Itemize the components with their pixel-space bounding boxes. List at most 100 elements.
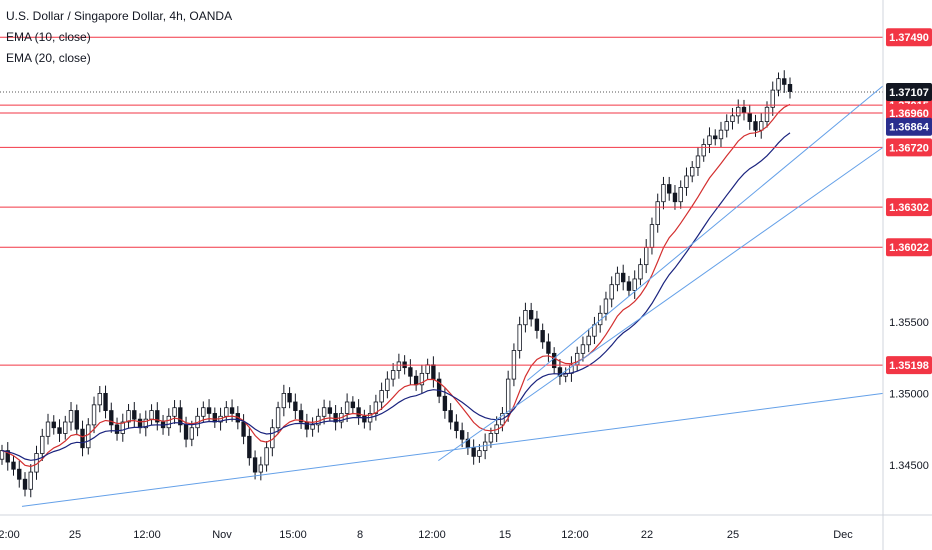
- trendline-0: [21, 392, 884, 507]
- candle-body: [551, 352, 557, 369]
- candle-body: [672, 192, 678, 203]
- level-tag-0: 1.37490: [889, 32, 929, 44]
- candle-body: [86, 424, 91, 449]
- x-tick-label: 15:00: [279, 529, 307, 541]
- level-tag-4: 1.36302: [889, 202, 929, 214]
- candle-body: [385, 378, 390, 391]
- last-price-tag-box: [886, 82, 932, 101]
- candle-body: [327, 407, 333, 414]
- candle-body: [362, 415, 367, 423]
- level-tag-2: 1.36960: [889, 108, 929, 120]
- candle-body: [528, 310, 534, 320]
- candle-body: [724, 121, 729, 131]
- candle-body: [109, 410, 114, 426]
- y-tick-label: 1.35000: [889, 388, 929, 400]
- legend-ema-20: EMA (20, close): [6, 51, 91, 65]
- x-tick-label: 12:00: [418, 529, 446, 541]
- candle-body: [586, 335, 591, 346]
- candle-body: [258, 464, 264, 473]
- candle-body: [103, 393, 108, 411]
- candle-body: [730, 115, 735, 122]
- candle-body: [281, 393, 287, 409]
- candle-body: [172, 407, 177, 417]
- trendline-1: [438, 146, 884, 462]
- x-tick-label: Nov: [212, 529, 232, 541]
- candle-body: [419, 372, 425, 386]
- x-tick-label: 12:00: [561, 529, 589, 541]
- candle-body: [753, 121, 758, 131]
- candle-body: [425, 364, 430, 374]
- candle-body: [11, 461, 16, 470]
- candle-body: [80, 428, 85, 449]
- candle-body: [356, 407, 361, 417]
- candle-body: [638, 264, 643, 280]
- candle-body: [609, 284, 614, 300]
- level-tag-6: 1.35198: [889, 360, 929, 372]
- candle-body: [770, 89, 775, 108]
- candle-body: [344, 401, 350, 414]
- candle-body: [178, 407, 183, 426]
- candle-body: [224, 407, 229, 417]
- y-tick-label: 1.35500: [889, 317, 929, 329]
- candle-body: [718, 129, 724, 140]
- candle-body: [741, 106, 747, 114]
- candle-body: [120, 421, 125, 434]
- x-tick-label: 8: [357, 529, 363, 541]
- candle-body: [212, 413, 218, 423]
- candle-body: [684, 175, 689, 188]
- candle-body: [310, 424, 315, 430]
- level-tag-3: 1.36720: [889, 142, 929, 154]
- candle-body: [523, 310, 528, 326]
- candle-body: [241, 421, 246, 437]
- legend: U.S. Dollar / Singapore Dollar, 4h, OAND…: [6, 6, 232, 69]
- candle-body: [183, 424, 189, 440]
- candle-body: [707, 135, 712, 145]
- candle-body: [287, 393, 292, 403]
- candle-body: [51, 421, 56, 429]
- candle-body: [488, 433, 494, 443]
- candle-body: [736, 106, 741, 117]
- candle-body: [68, 410, 74, 423]
- candle-body: [448, 410, 453, 423]
- candle-body: [126, 410, 131, 423]
- candle-body: [0, 450, 5, 460]
- candle-body: [655, 201, 660, 225]
- x-tick-label: 15: [499, 529, 511, 541]
- level-tag-5: 1.36022: [889, 242, 929, 254]
- candle-body: [28, 471, 33, 490]
- candle-body: [63, 421, 68, 434]
- candle-body: [40, 435, 45, 454]
- candle-body: [787, 84, 793, 92]
- x-tick-label: Dec: [833, 529, 853, 541]
- candle-body: [615, 272, 620, 286]
- candle-body: [91, 404, 97, 426]
- candle-body: [534, 318, 540, 331]
- candle-body: [626, 281, 632, 291]
- level-tag-6-box: [886, 356, 932, 375]
- level-tag-3-box: [886, 138, 932, 157]
- candle-body: [201, 407, 206, 417]
- x-tick-label: 25: [69, 529, 81, 541]
- candle-body: [74, 410, 79, 430]
- candle-body: [264, 447, 269, 466]
- candle-body: [413, 375, 419, 386]
- candle-body: [22, 478, 28, 490]
- candle-body: [505, 378, 511, 414]
- level-tag-5-box: [886, 238, 932, 257]
- candle-body: [229, 407, 235, 414]
- candle-body: [114, 424, 120, 434]
- level-tag-2-box: [886, 104, 932, 123]
- level-tag-0-box: [886, 28, 932, 47]
- candle-body: [621, 272, 626, 283]
- ema-10-line: [1, 103, 791, 468]
- candle-body: [759, 121, 764, 131]
- candle-body: [459, 430, 465, 440]
- candle-body: [546, 341, 551, 354]
- candle-body: [580, 344, 586, 354]
- candle-body: [667, 184, 672, 194]
- candle-body: [137, 418, 143, 429]
- candle-body: [482, 441, 488, 452]
- candle-body: [678, 187, 683, 203]
